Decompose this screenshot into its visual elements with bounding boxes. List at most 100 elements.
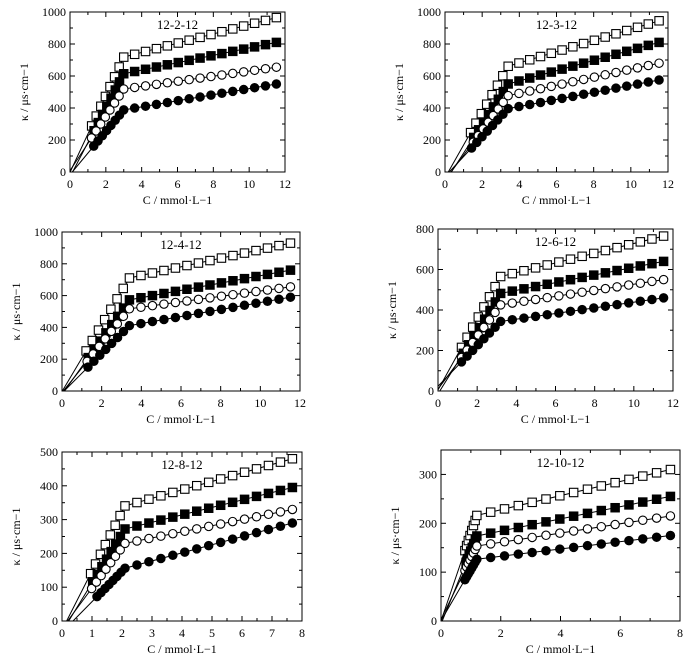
y-tick-label: 100 — [40, 580, 58, 594]
data-point — [485, 528, 496, 538]
data-point — [632, 22, 643, 33]
data-point — [582, 484, 593, 494]
data-point — [524, 55, 535, 65]
data-point — [578, 89, 589, 100]
data-point — [159, 265, 169, 276]
data-point — [600, 52, 610, 62]
data-point — [577, 287, 587, 298]
data-point — [611, 49, 621, 60]
data-point — [287, 482, 298, 493]
data-point — [95, 350, 105, 361]
data-point — [106, 326, 117, 337]
data-point — [182, 296, 192, 306]
data-point — [119, 105, 129, 115]
x-tick-label: 3 — [149, 626, 155, 640]
data-point — [228, 276, 238, 286]
y-tick-label: 1000 — [42, 5, 66, 19]
data-point — [514, 88, 524, 99]
data-point — [647, 276, 657, 287]
data-point — [168, 512, 178, 522]
data-point — [565, 254, 576, 264]
x-tick-label: 6 — [617, 626, 623, 640]
data-point — [215, 519, 226, 529]
data-point — [100, 334, 110, 344]
data-point — [184, 94, 194, 104]
data-point — [530, 263, 541, 273]
data-point — [119, 84, 129, 94]
data-point — [555, 528, 565, 538]
panel-title: 12-10-12 — [537, 455, 585, 470]
x-tick-label: 8 — [592, 396, 598, 410]
data-point — [490, 307, 500, 318]
data-point — [151, 99, 162, 110]
x-tick-label: 8 — [677, 626, 683, 640]
data-point — [524, 99, 535, 110]
x-axis-label: C / mmol·L−1 — [526, 642, 595, 656]
data-point — [238, 67, 249, 77]
data-point — [239, 273, 250, 284]
data-point — [287, 518, 298, 528]
data-point — [156, 553, 166, 564]
x-tick-label: 10 — [254, 396, 266, 410]
data-point — [203, 521, 214, 532]
data-point — [159, 314, 169, 325]
data-point — [168, 550, 178, 561]
data-point — [541, 517, 551, 527]
data-point — [600, 245, 611, 256]
data-point — [159, 299, 169, 309]
data-point — [120, 538, 130, 549]
data-point — [180, 484, 190, 494]
data-point — [484, 328, 495, 338]
data-point — [485, 507, 496, 517]
data-point — [140, 81, 151, 91]
data-point — [467, 345, 478, 356]
data-point — [546, 95, 557, 106]
data-point — [495, 300, 506, 310]
data-point — [263, 509, 274, 520]
data-point — [473, 339, 484, 350]
data-point — [554, 291, 564, 301]
data-point — [120, 563, 130, 573]
y-axis-label: κ / μs·cm−1 — [385, 281, 399, 339]
data-point — [119, 69, 129, 79]
data-point — [114, 91, 124, 101]
data-point — [624, 500, 634, 510]
data-point — [124, 320, 135, 331]
data-point — [643, 77, 654, 87]
data-point — [115, 510, 125, 521]
data-point — [542, 309, 552, 320]
data-point — [513, 534, 524, 545]
data-point — [275, 457, 286, 467]
data-point — [216, 304, 227, 315]
data-point — [105, 558, 116, 568]
data-point — [144, 518, 154, 528]
x-tick-label: 6 — [553, 396, 559, 410]
x-axis-label: C / mmol·L−1 — [146, 412, 215, 426]
data-point — [527, 547, 537, 558]
data-point — [195, 92, 205, 102]
data-point — [238, 84, 249, 95]
y-tick-label: 200 — [419, 516, 437, 530]
y-tick-label: 400 — [40, 320, 58, 334]
data-point — [180, 547, 190, 557]
data-point — [495, 316, 506, 327]
chart-panel-2: 0 2 4 6 8 10 12 0 200 400 600 800 1000 12-3-12 C / mmo… — [392, 5, 674, 207]
data-point — [484, 315, 495, 325]
y-tick-label: 1000 — [417, 5, 441, 19]
series-open-square — [447, 16, 664, 173]
data-point — [275, 485, 286, 496]
data-point — [147, 300, 158, 311]
data-point — [239, 288, 250, 298]
data-point — [118, 311, 129, 322]
data-point — [555, 544, 565, 554]
data-point — [239, 514, 250, 524]
data-point — [546, 81, 557, 92]
data-point — [162, 78, 173, 88]
data-point — [129, 82, 140, 93]
x-tick-label: 6 — [178, 396, 184, 410]
data-point — [507, 298, 518, 308]
data-point — [132, 536, 142, 546]
data-point — [530, 281, 541, 292]
y-tick-label: 200 — [40, 352, 58, 366]
data-point — [499, 536, 510, 547]
